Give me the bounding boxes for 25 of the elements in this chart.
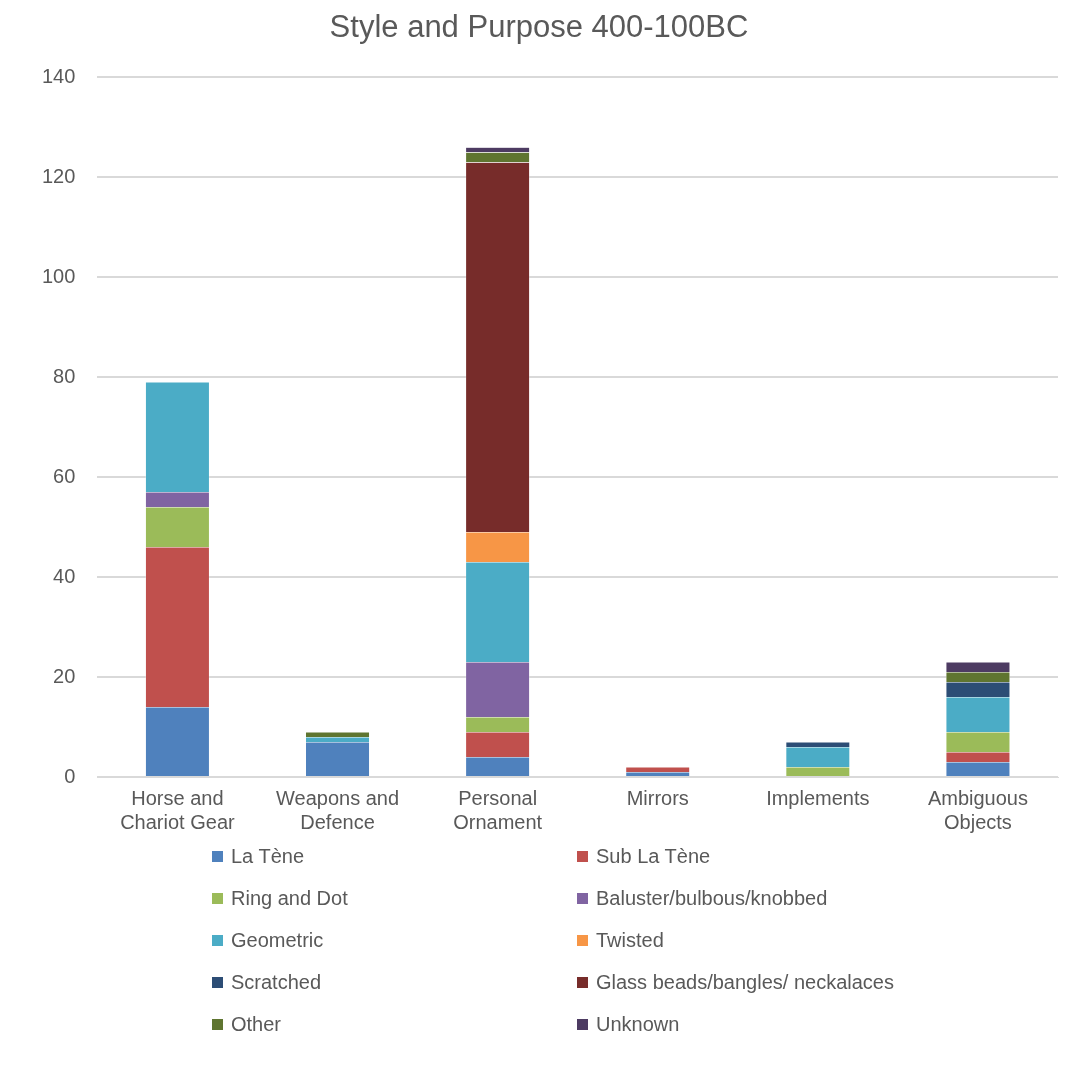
y-tick-label: 80: [53, 364, 76, 387]
legend-label: Geometric: [231, 929, 324, 952]
x-tick-label: Horse and Chariot Gear: [120, 786, 235, 833]
legend-label: Sub La Tène: [596, 845, 711, 868]
legend-label: Baluster/bulbous/knobbed: [596, 887, 828, 910]
y-tick-label: 120: [41, 164, 76, 187]
legend-label: Twisted: [596, 929, 664, 952]
y-tick-label: 60: [53, 464, 76, 487]
legend-label: Scratched: [231, 971, 322, 994]
x-tick-label: Personal Ornament: [453, 786, 543, 833]
x-tick-label: Ambiguous Objects: [927, 786, 1028, 833]
x-tick-label: Mirrors: [626, 786, 689, 809]
x-tick-label: Weapons and Defence: [276, 786, 400, 833]
legend-label: Other: [231, 1013, 282, 1036]
y-tick-label: 100: [41, 264, 76, 287]
chart-title: Style and Purpose 400-100BC: [329, 9, 749, 45]
y-tick-label: 140: [41, 64, 76, 87]
y-tick-label: 0: [64, 764, 76, 787]
legend-label: Ring and Dot: [231, 887, 348, 910]
legend-label: La Tène: [231, 845, 305, 868]
y-tick-label: 40: [53, 564, 76, 587]
legend-label: Glass beads/bangles/ neckalaces: [596, 971, 894, 994]
y-tick-label: 20: [53, 664, 76, 687]
x-tick-label: Implements: [766, 786, 870, 809]
legend-label: Unknown: [596, 1013, 680, 1036]
